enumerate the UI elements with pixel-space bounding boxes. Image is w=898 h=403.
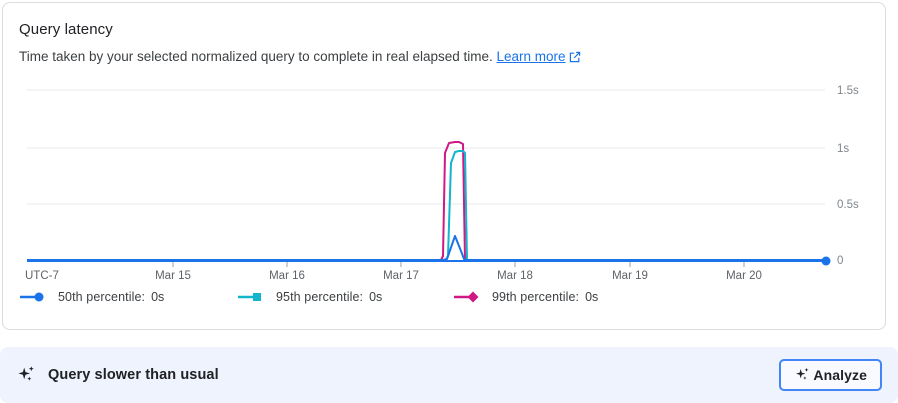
x-axis-labels: UTC-7 Mar 15 Mar 16 Mar 17 Mar 18 Mar 19… [25,270,762,282]
svg-text:UTC-7: UTC-7 [25,270,59,282]
insight-banner: Query slower than usual Analyze [0,347,898,403]
legend-value-95th: 0s [369,290,383,304]
chart-legend: 50th percentile: 0s 95th percentile: 0s … [19,286,869,308]
svg-text:Mar 16: Mar 16 [269,270,305,282]
x-axis-ticks [172,261,745,267]
legend-item-99th-percentile[interactable]: 99th percentile: 0s [453,286,598,308]
legend-value-99th: 0s [585,290,599,304]
svg-text:Mar 17: Mar 17 [383,270,419,282]
series-end-marker [821,256,831,266]
sparkle-icon [796,367,809,380]
analyze-button-label: Analyze [813,367,867,383]
series-99th-percentile [27,141,825,261]
svg-text:1.5s: 1.5s [837,85,859,97]
svg-text:Mar 20: Mar 20 [726,270,762,282]
series-95th-percentile [27,150,825,261]
chart-gridlines [27,89,825,205]
legend-value-50th: 0s [151,290,165,304]
learn-more-link[interactable]: Learn more [496,49,566,64]
page-title: Query latency [19,21,113,38]
svg-text:Mar 15: Mar 15 [155,270,191,282]
insight-banner-text: Query slower than usual [48,367,219,383]
series-50th-percentile [27,235,824,261]
query-latency-card: Query latency Time taken by your selecte… [2,2,886,330]
legend-marker-circle [20,292,44,302]
analyze-button[interactable]: Analyze [779,359,882,391]
legend-marker-square [238,293,261,301]
legend-marker-diamond [454,291,479,303]
card-description-text: Time taken by your selected normalized q… [19,49,493,64]
svg-text:0: 0 [837,255,843,267]
card-description: Time taken by your selected normalized q… [19,47,581,69]
legend-item-50th-percentile[interactable]: 50th percentile: 0s [19,286,164,308]
y-axis-labels: 1.5s 1s 0.5s 0 [837,85,859,267]
svg-text:1s: 1s [837,143,849,155]
insight-banner-message-group: Query slower than usual [16,347,219,403]
svg-text:Mar 19: Mar 19 [612,270,648,282]
external-link-icon[interactable] [569,49,581,69]
legend-label-50th: 50th percentile: [58,290,146,304]
sparkle-icon [18,366,34,381]
legend-label-95th: 95th percentile: [276,290,364,304]
svg-text:Mar 18: Mar 18 [497,270,533,282]
svg-text:0.5s: 0.5s [837,199,859,211]
legend-item-95th-percentile[interactable]: 95th percentile: 0s [237,286,382,308]
legend-label-99th: 99th percentile: [492,290,580,304]
